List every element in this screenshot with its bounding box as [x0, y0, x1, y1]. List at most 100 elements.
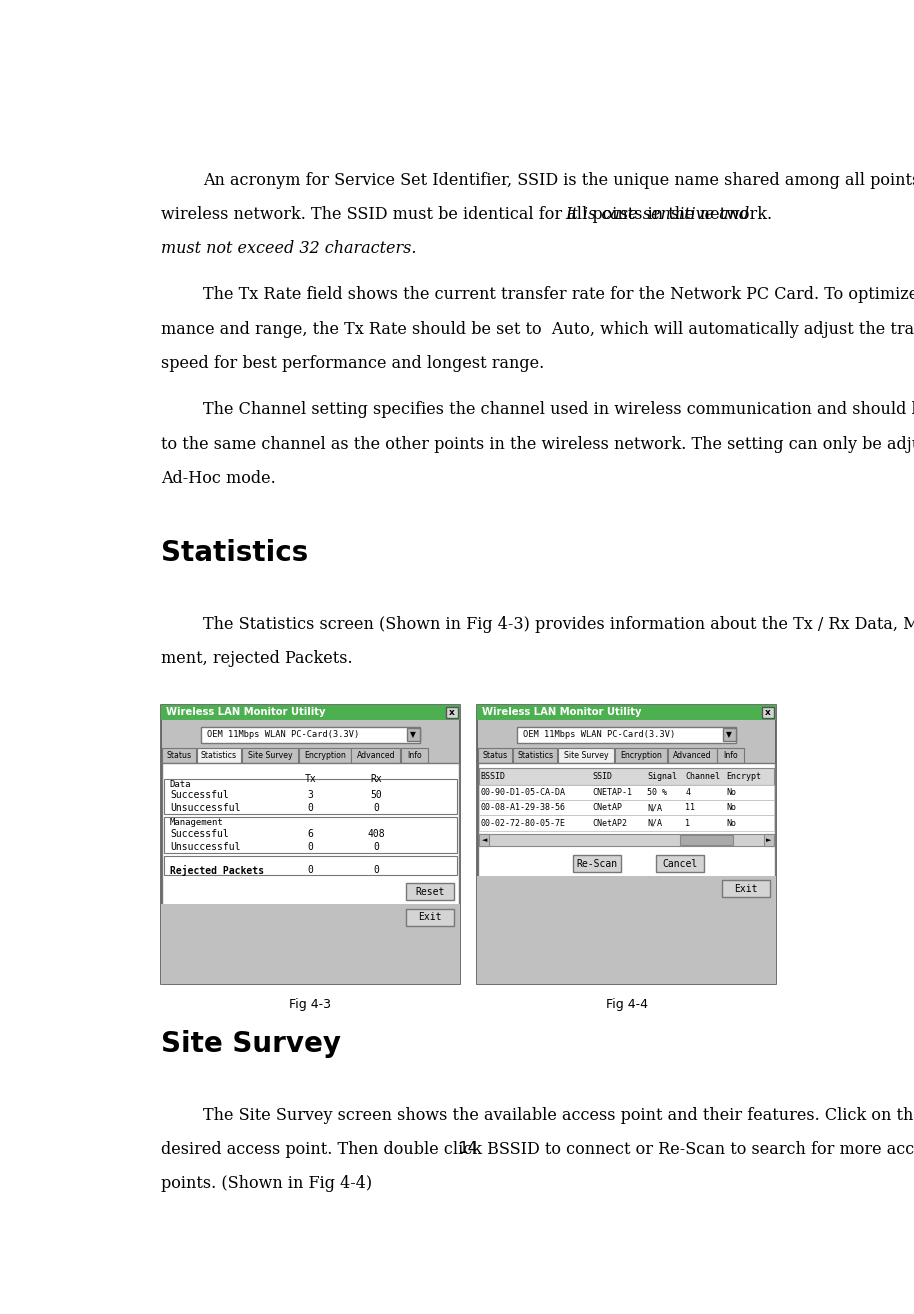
Bar: [477, 704, 776, 720]
Text: N/A: N/A: [647, 803, 662, 812]
Bar: [299, 749, 351, 763]
Bar: [401, 749, 428, 763]
Text: mance and range, the Tx Rate should be set to  Auto, which will automatically ad: mance and range, the Tx Rate should be s…: [161, 321, 914, 338]
Bar: [517, 727, 736, 742]
Text: 0: 0: [373, 803, 379, 813]
Text: Channel: Channel: [686, 771, 720, 781]
Bar: [573, 855, 621, 872]
Bar: [479, 769, 774, 784]
Text: N/A: N/A: [647, 819, 662, 828]
Bar: [351, 749, 400, 763]
Text: 6: 6: [307, 829, 314, 838]
Text: 50: 50: [370, 791, 382, 800]
Text: Encryption: Encryption: [303, 752, 345, 761]
Text: ◄: ◄: [482, 837, 487, 842]
Text: Rx: Rx: [370, 774, 382, 784]
Bar: [717, 749, 744, 763]
Text: It is case sensitive and: It is case sensitive and: [565, 206, 749, 223]
Bar: [197, 749, 241, 763]
Text: to the same channel as the other points in the wireless network. The setting can: to the same channel as the other points …: [161, 436, 914, 453]
Bar: [161, 904, 460, 984]
Text: Fig 4-3: Fig 4-3: [290, 997, 332, 1010]
Text: Wireless LAN Monitor Utility: Wireless LAN Monitor Utility: [166, 707, 325, 717]
Bar: [723, 728, 736, 741]
Text: The Channel setting specifies the channel used in wireless communication and sho: The Channel setting specifies the channe…: [204, 402, 914, 418]
Bar: [479, 784, 774, 800]
Text: Encryption: Encryption: [620, 752, 662, 761]
Bar: [479, 816, 774, 830]
Text: 00-02-72-80-05-7E: 00-02-72-80-05-7E: [480, 819, 565, 828]
Text: Cancel: Cancel: [663, 858, 698, 869]
Text: Fig 4-4: Fig 4-4: [606, 997, 647, 1010]
Text: Statistics: Statistics: [201, 752, 237, 761]
Text: Exit: Exit: [418, 912, 441, 922]
Bar: [722, 880, 770, 897]
Text: Advanced: Advanced: [356, 752, 395, 761]
Text: Rejected Packets: Rejected Packets: [170, 865, 264, 876]
Text: 0: 0: [307, 842, 314, 851]
Bar: [446, 707, 458, 717]
Text: The Site Survey screen shows the available access point and their features. Clic: The Site Survey screen shows the availab…: [204, 1106, 914, 1123]
Bar: [513, 749, 558, 763]
Bar: [164, 817, 457, 853]
Text: Site Survey: Site Survey: [564, 752, 609, 761]
Text: Exit: Exit: [734, 884, 758, 894]
Text: 3: 3: [307, 791, 314, 800]
Bar: [161, 704, 460, 984]
Text: 0: 0: [373, 842, 379, 851]
Text: Tx: Tx: [304, 774, 316, 784]
Text: x: x: [765, 708, 771, 717]
Text: 00-90-D1-05-CA-DA: 00-90-D1-05-CA-DA: [480, 788, 565, 796]
Bar: [164, 855, 457, 875]
Bar: [406, 883, 453, 900]
Text: speed for best performance and longest range.: speed for best performance and longest r…: [161, 355, 544, 372]
Bar: [558, 749, 614, 763]
Text: 14: 14: [459, 1141, 478, 1155]
Bar: [762, 707, 774, 717]
Bar: [477, 876, 776, 984]
Text: CNETAP-1: CNETAP-1: [592, 788, 632, 796]
Bar: [764, 834, 774, 846]
Text: Statistics: Statistics: [517, 752, 553, 761]
Text: 11: 11: [686, 803, 696, 812]
Text: The Statistics screen (Shown in Fig 4-3) provides information about the Tx / Rx : The Statistics screen (Shown in Fig 4-3)…: [204, 616, 914, 632]
Bar: [679, 834, 732, 845]
Text: Reset: Reset: [415, 887, 444, 896]
Text: Statistics: Statistics: [161, 539, 308, 566]
Bar: [162, 749, 196, 763]
Bar: [407, 728, 420, 741]
Text: OEM 11Mbps WLAN PC-Card(3.3V): OEM 11Mbps WLAN PC-Card(3.3V): [207, 731, 359, 740]
Text: 50 %: 50 %: [647, 788, 667, 796]
Text: 00-08-A1-29-38-56: 00-08-A1-29-38-56: [480, 803, 565, 812]
Text: No: No: [727, 803, 737, 812]
Text: ►: ►: [766, 837, 771, 842]
Text: 4: 4: [686, 788, 690, 796]
Text: 0: 0: [307, 865, 314, 875]
Text: Info: Info: [407, 752, 421, 761]
Text: ▼: ▼: [410, 731, 416, 740]
Text: Info: Info: [723, 752, 738, 761]
Bar: [201, 727, 420, 742]
Bar: [406, 908, 453, 925]
Text: ment, rejected Packets.: ment, rejected Packets.: [161, 650, 353, 668]
Text: OEM 11Mbps WLAN PC-Card(3.3V): OEM 11Mbps WLAN PC-Card(3.3V): [523, 731, 675, 740]
Text: 1: 1: [686, 819, 690, 828]
Text: The Tx Rate field shows the current transfer rate for the Network PC Card. To op: The Tx Rate field shows the current tran…: [204, 286, 914, 304]
Bar: [162, 763, 459, 978]
Bar: [161, 704, 460, 720]
Text: must not exceed 32 characters.: must not exceed 32 characters.: [161, 240, 416, 258]
Text: Ad-Hoc mode.: Ad-Hoc mode.: [161, 470, 275, 487]
Text: BSSID: BSSID: [480, 771, 505, 781]
Text: No: No: [727, 819, 737, 828]
Text: Re-Scan: Re-Scan: [576, 858, 617, 869]
Bar: [479, 834, 774, 846]
Bar: [656, 855, 705, 872]
Text: wireless network. The SSID must be identical for all points in the network.: wireless network. The SSID must be ident…: [161, 206, 777, 223]
Bar: [164, 779, 457, 815]
Text: No: No: [727, 788, 737, 796]
Text: 0: 0: [373, 865, 379, 875]
Text: SSID: SSID: [592, 771, 612, 781]
Text: Site Survey: Site Survey: [248, 752, 292, 761]
Text: Status: Status: [483, 752, 508, 761]
Bar: [242, 749, 298, 763]
